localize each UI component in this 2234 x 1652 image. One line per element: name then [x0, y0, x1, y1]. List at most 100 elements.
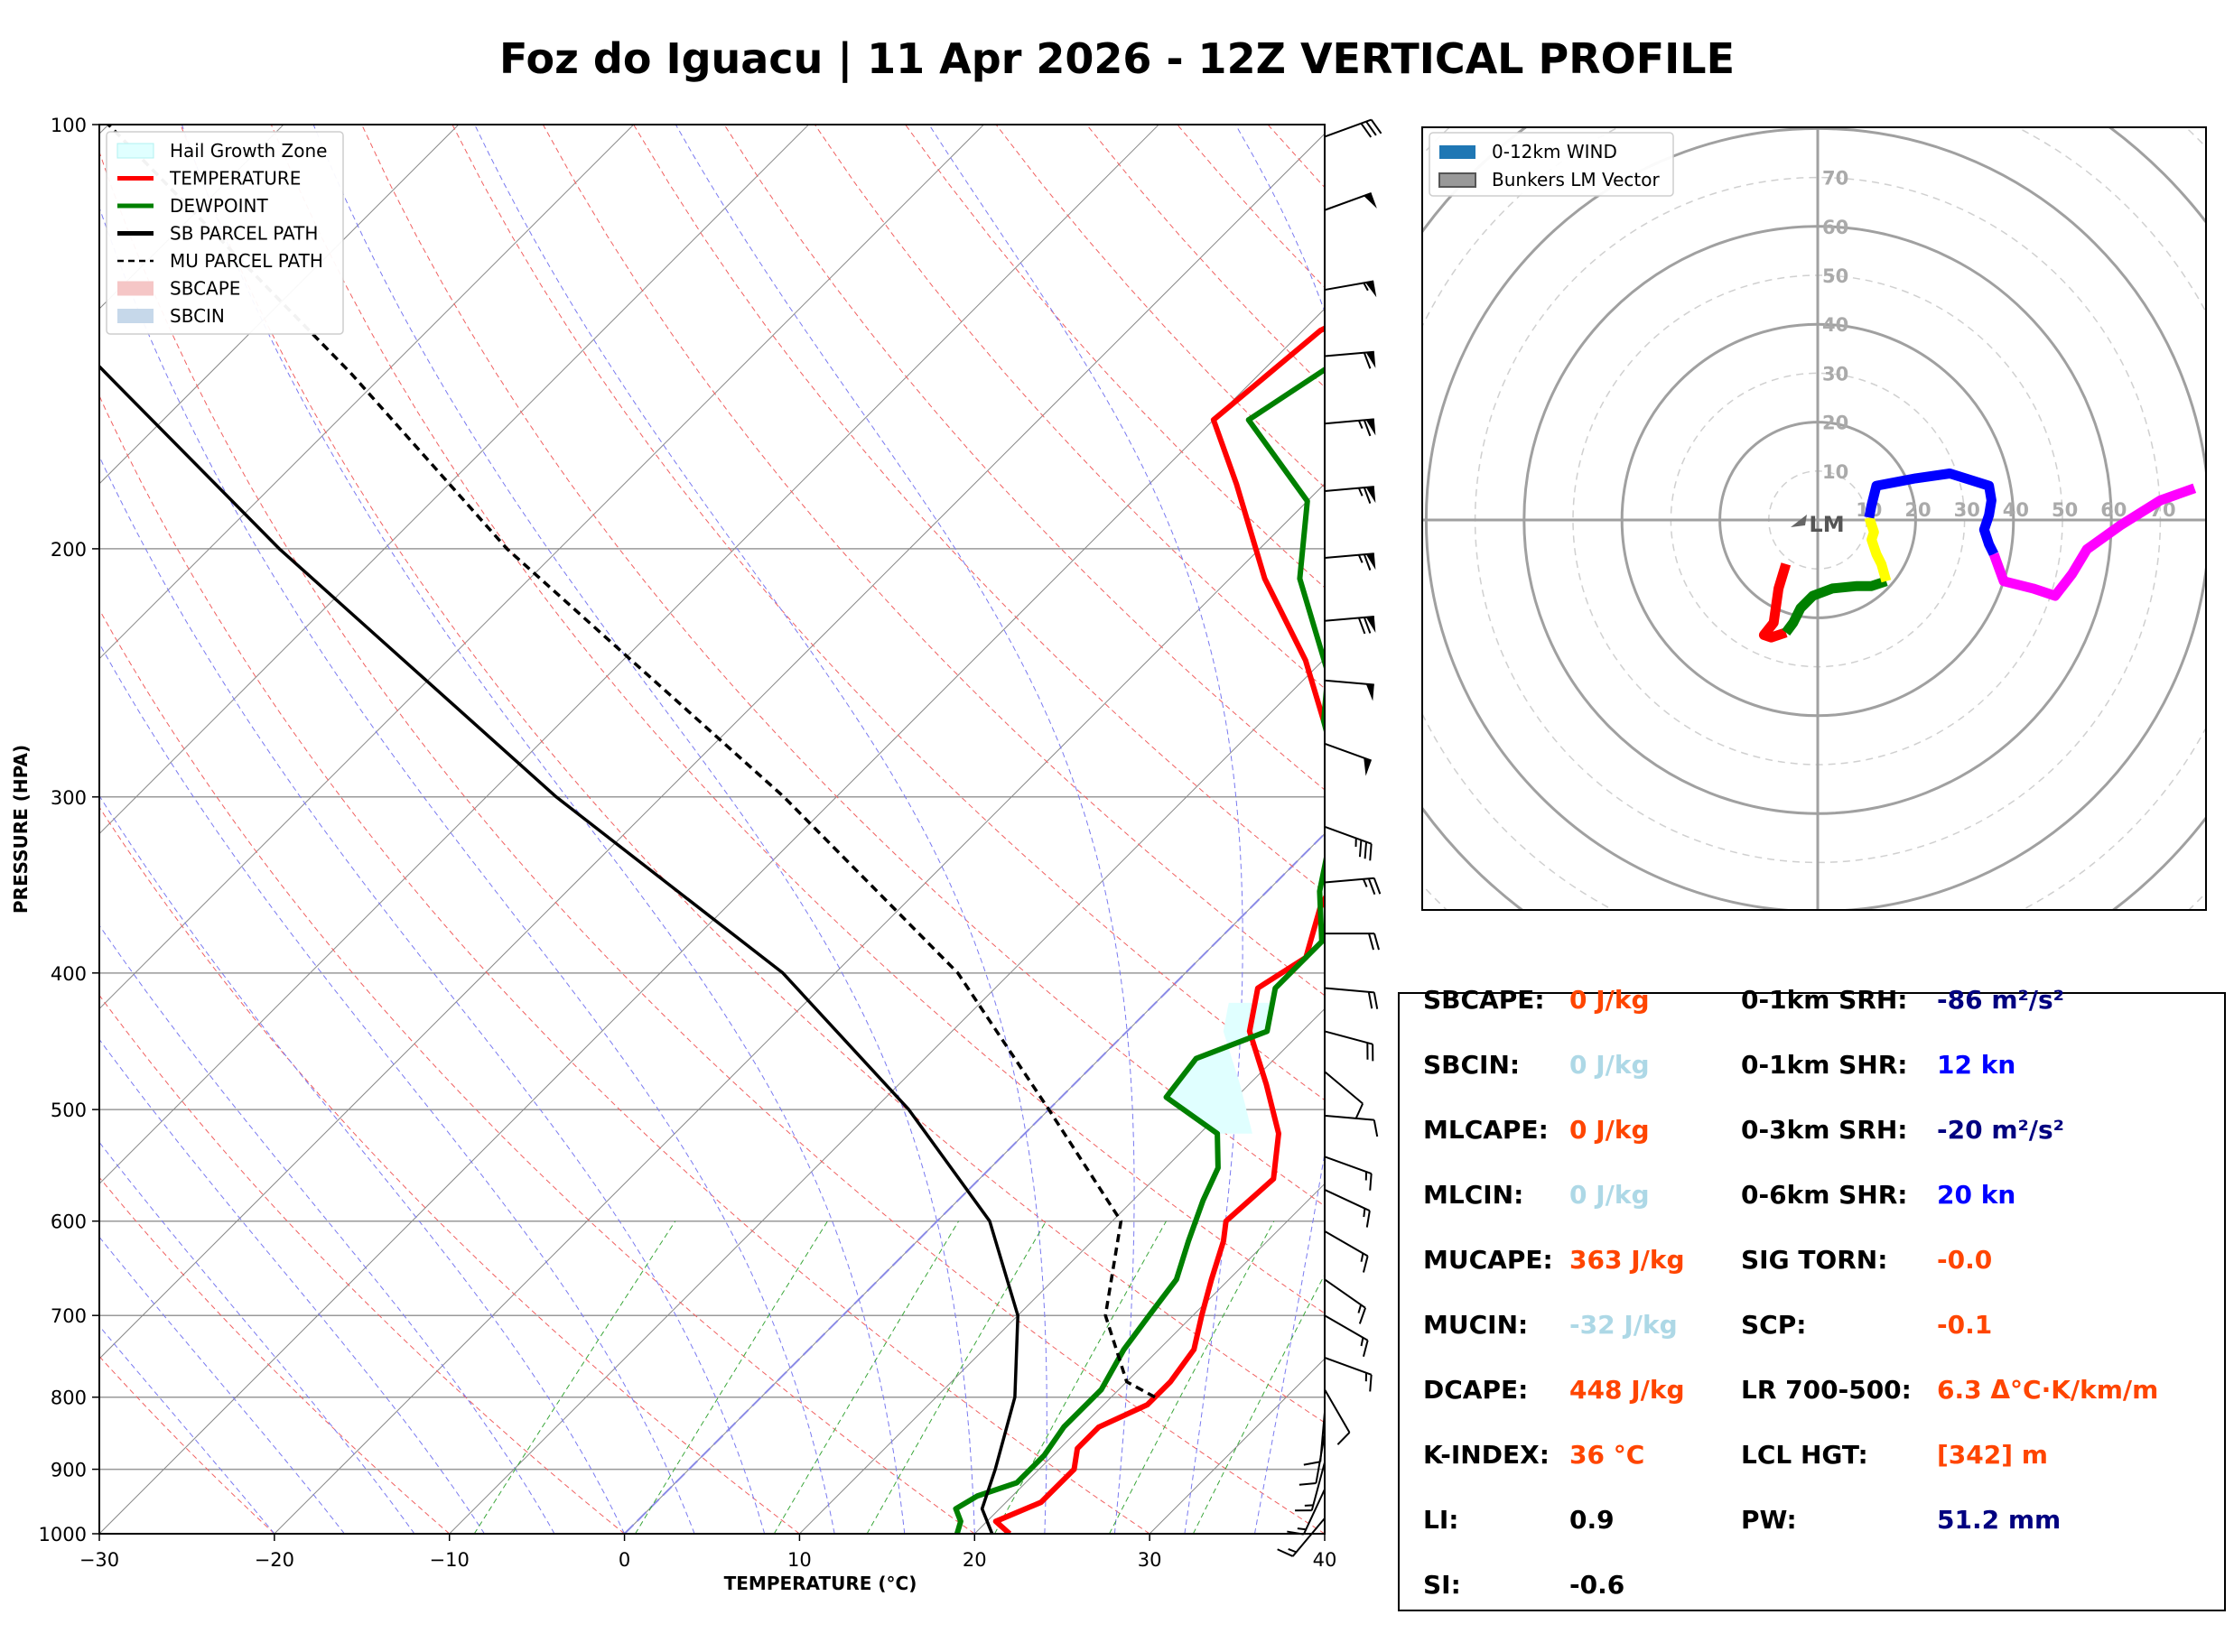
param-value: 0 J/kg — [1569, 1050, 1650, 1080]
param-value: 0 J/kg — [1569, 985, 1650, 1015]
isotherm — [99, 125, 284, 310]
moist-adiabat — [675, 125, 1135, 1534]
dry-adiabat — [270, 125, 1325, 1314]
moist-adiabat — [99, 1141, 415, 1534]
wind-barb — [1324, 1314, 1369, 1358]
isotherm — [99, 125, 1159, 1184]
y-tick-label: 800 — [51, 1387, 87, 1409]
dry-adiabat — [99, 806, 800, 1534]
zero-isotherm — [623, 832, 1325, 1534]
legend-swatch — [117, 281, 154, 296]
param-label: MLCAPE: — [1423, 1115, 1549, 1145]
legend-label: DEWPOINT — [170, 195, 268, 217]
param-label: 0-1km SHR: — [1741, 1050, 1908, 1080]
wind-barb — [1324, 486, 1376, 504]
param-value: -0.1 — [1937, 1310, 1993, 1340]
wind-barb — [1324, 615, 1376, 635]
legend-swatch — [117, 309, 154, 323]
wind-barb — [1324, 1030, 1374, 1062]
wind-barb — [1324, 552, 1376, 571]
moist-adiabat — [928, 125, 1243, 1534]
param-label: MUCIN: — [1423, 1310, 1529, 1340]
page-title: Foz do Iguacu | 11 Apr 2026 - 12Z VERTIC… — [498, 34, 1736, 83]
param-value: 36 °C — [1569, 1440, 1645, 1470]
legend-label: Hail Growth Zone — [170, 140, 327, 162]
dry-adiabat — [361, 125, 1325, 1207]
param-value: 0 J/kg — [1569, 1115, 1650, 1145]
mixing-ratio-line — [866, 1220, 1047, 1534]
x-tick-label: 40 — [1313, 1549, 1337, 1571]
param-label: 0-6km SHR: — [1741, 1180, 1908, 1210]
dry-adiabat — [633, 125, 1325, 893]
wind-barb — [1324, 1189, 1371, 1228]
x-tick-label: 10 — [787, 1549, 812, 1571]
isotherm — [99, 125, 809, 835]
y-axis-label: PRESSURE (HPA) — [10, 745, 32, 914]
legend-label: SBCAPE — [170, 278, 240, 300]
isotherm — [274, 483, 1325, 1534]
moist-adiabat — [99, 924, 555, 1534]
param-label: 0-3km SRH: — [1741, 1115, 1908, 1145]
param-label: K-INDEX: — [1423, 1440, 1550, 1470]
legend-label: TEMPERATURE — [169, 168, 301, 190]
wind-barb — [1324, 877, 1382, 896]
legend-label: SB PARCEL PATH — [170, 223, 318, 245]
isotherm — [99, 125, 984, 1010]
dry-adiabat — [99, 994, 625, 1534]
wind-barb — [1324, 350, 1376, 369]
isotherm — [99, 125, 460, 485]
param-value: 12 kn — [1937, 1050, 2016, 1080]
parameters-panel: SBCAPE: 0 J/kg SBCIN: 0 J/kg MLCAPE: 0 J/kg ML… — [1398, 985, 2226, 1611]
param-label: SBCIN: — [1423, 1050, 1521, 1080]
x-axis-label: TEMPERATURE (°C) — [724, 1573, 917, 1594]
wind-barb — [1324, 1278, 1366, 1324]
moist-adiabat — [99, 1038, 485, 1534]
x-tick-label: 20 — [963, 1549, 987, 1571]
wind-barb — [1324, 1071, 1364, 1119]
dry-adiabat — [814, 125, 1325, 690]
y-tick-label: 900 — [51, 1460, 87, 1481]
legend-label: MU PARCEL PATH — [170, 250, 323, 272]
x-tick-label: 0 — [619, 1549, 630, 1571]
dry-adiabat — [180, 125, 1325, 1424]
param-value: -0.0 — [1937, 1245, 1993, 1275]
isotherm — [973, 1183, 1325, 1534]
y-tick-label: 1000 — [39, 1524, 87, 1545]
param-value: 363 J/kg — [1569, 1245, 1685, 1275]
param-label: LR 700-500: — [1741, 1375, 1912, 1405]
legend-swatch — [116, 143, 154, 159]
wind-barb — [1324, 280, 1377, 298]
isotherm — [99, 308, 1325, 1534]
temperature-line — [992, 325, 1325, 1534]
mixing-ratio-line — [1109, 1220, 1275, 1534]
param-value: 51.2 mm — [1937, 1505, 2062, 1535]
param-value: 448 J/kg — [1569, 1375, 1685, 1405]
param-value: -0.6 — [1569, 1570, 1625, 1600]
param-label: DCAPE: — [1423, 1375, 1529, 1405]
mixing-ratio-line — [1192, 1273, 1325, 1534]
moist-adiabat — [99, 455, 766, 1534]
wind-barb — [1324, 987, 1379, 1009]
y-tick-label: 600 — [51, 1211, 87, 1233]
wind-barb — [1324, 1388, 1351, 1445]
moist-adiabat — [99, 642, 695, 1534]
param-value: 6.3 Δ°C·K/km/m — [1937, 1375, 2159, 1405]
dry-adiabat — [99, 150, 1325, 1534]
param-label: SI: — [1423, 1570, 1461, 1600]
moist-adiabat — [1234, 125, 1325, 1534]
dry-adiabat — [99, 1176, 451, 1534]
isotherm — [99, 133, 1325, 1360]
x-tick-label: 30 — [1138, 1549, 1162, 1571]
wind-barb — [1324, 825, 1373, 861]
dewpoint-line — [953, 366, 1325, 1534]
param-value: -20 m²/s² — [1937, 1115, 2064, 1145]
skewt-legend-box — [106, 131, 344, 335]
isotherm — [799, 1007, 1325, 1534]
wind-barb — [1287, 1489, 1326, 1536]
param-value: -86 m²/s² — [1937, 985, 2064, 1015]
wind-barb — [1324, 742, 1373, 776]
param-label: SBCAPE: — [1423, 985, 1545, 1015]
wind-barb — [1324, 1357, 1373, 1392]
param-value: -32 J/kg — [1569, 1310, 1678, 1340]
